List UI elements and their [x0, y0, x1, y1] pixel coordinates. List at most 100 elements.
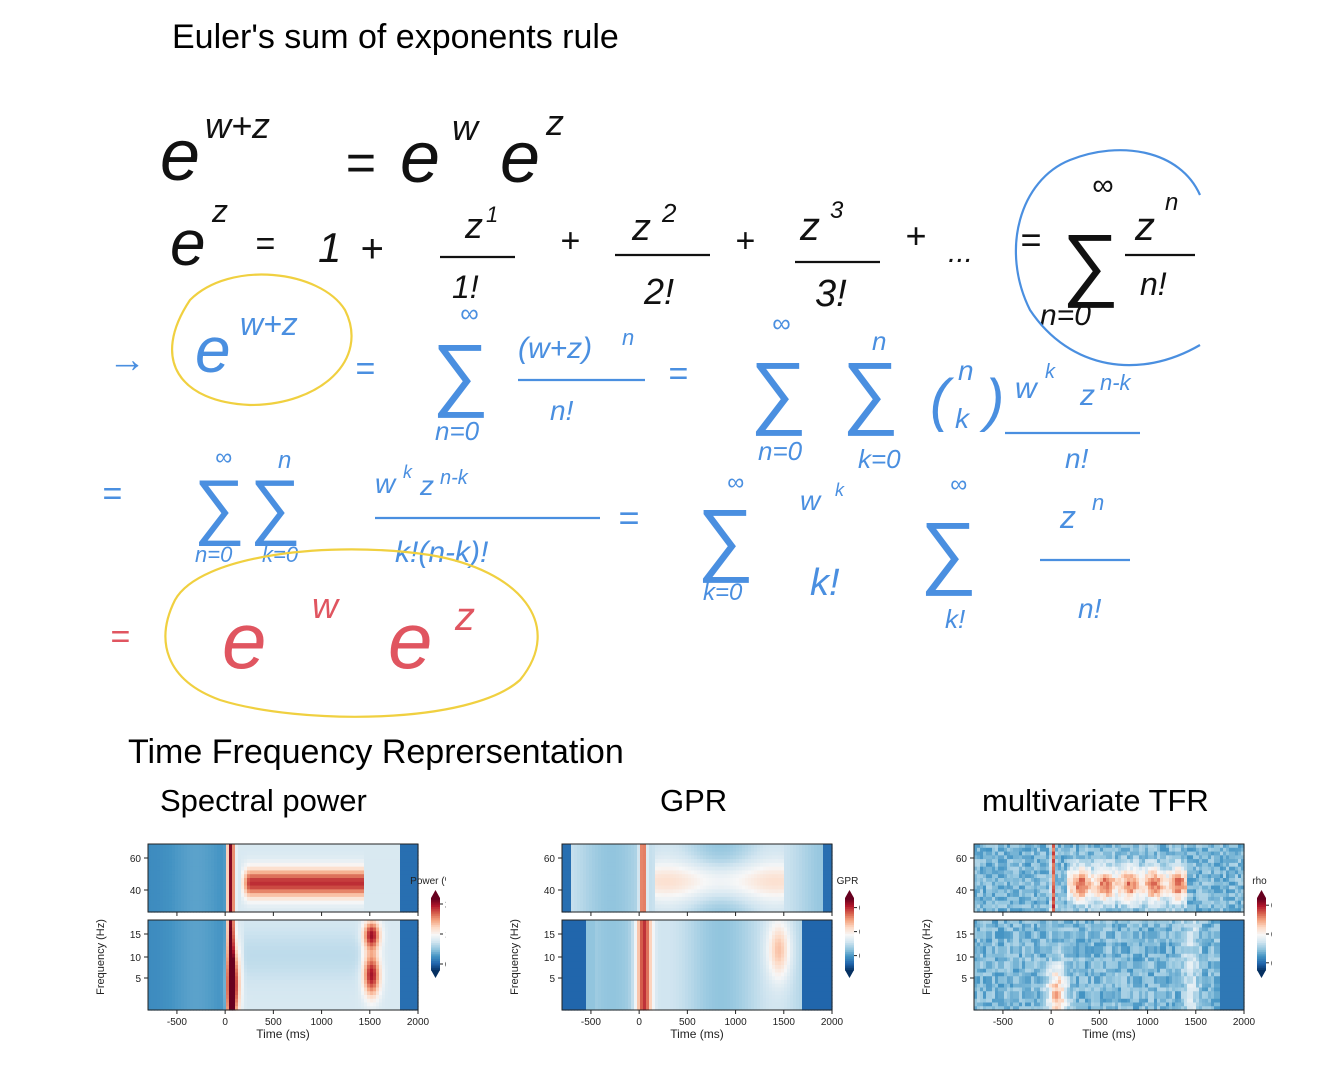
- hw-row3-k0: k=0: [858, 444, 901, 474]
- colorbar: [431, 890, 440, 978]
- hw-row2-plus1: +: [360, 227, 383, 271]
- hw-row2-one: 1: [318, 224, 341, 271]
- hw-row3-nfact: n!: [550, 395, 574, 426]
- hw-row2-plus2: +: [560, 222, 580, 260]
- hw-row4-kfact2: k!: [945, 604, 965, 634]
- hw-row2-n0: n=0: [1040, 299, 1091, 332]
- hw-row4-sigma2: ∑: [248, 466, 299, 546]
- x-tick-label: 0: [636, 1017, 642, 1028]
- x-axis-label: Time (ms): [1082, 1027, 1136, 1041]
- x-tick-label: 500: [1091, 1017, 1108, 1028]
- y-axis-label: Frequency (Hz): [95, 919, 107, 995]
- hw-row5-z: z: [454, 595, 475, 639]
- hw-row3-inf: ∞: [460, 298, 479, 328]
- heatmap-panel-1: 60 40 15 10 5 -500 0 500 1000 1500 2000 Time (ms) Fr…: [509, 843, 860, 1041]
- x-tick-label: -500: [167, 1017, 187, 1028]
- lower-y-tick-label: 10: [544, 953, 556, 964]
- hw-row3-lparen: (: [930, 368, 955, 433]
- page-title: Euler's sum of exponents rule: [172, 18, 619, 56]
- lower-y-tick-label: 10: [130, 953, 142, 964]
- hw-row2-plus3: +: [735, 222, 755, 260]
- x-tick-label: 0: [1048, 1017, 1054, 1028]
- hw-row4-inf3: ∞: [950, 471, 967, 498]
- panel-title-multivariate-tfr: multivariate TFR: [982, 783, 1209, 818]
- hw-row3-n0: n=0: [435, 416, 480, 446]
- x-tick-label: 1500: [1185, 1017, 1208, 1028]
- hw-row3-eq: =: [355, 350, 375, 388]
- hw-row3-binom-n: n: [958, 355, 974, 386]
- colorbar: [1257, 890, 1266, 978]
- x-axis-label: Time (ms): [670, 1027, 724, 1041]
- x-tick-label: 1000: [310, 1017, 333, 1028]
- x-tick-label: 500: [679, 1017, 696, 1028]
- hw-row4-inf2: ∞: [727, 469, 744, 496]
- hw-row2-sigma: ∑: [1060, 218, 1117, 308]
- colorbar-tick-label: 0.50: [859, 927, 860, 937]
- hw-row4-eq2: =: [618, 497, 639, 538]
- hw-row2-z1exp: 1: [486, 202, 498, 227]
- hw-row3-nfact2: n!: [1065, 443, 1089, 474]
- hw-row2-z3exp: 3: [830, 197, 844, 224]
- upper-y-tick-label: 60: [130, 854, 142, 865]
- hw-row4-z: z: [419, 470, 434, 501]
- colorbar-label: Power (%): [410, 876, 446, 887]
- lower-y-tick-label: 15: [130, 930, 142, 941]
- hw-row3-sigma3: ∑: [840, 346, 897, 436]
- hw-row3-exp: w+z: [240, 306, 298, 342]
- x-tick-label: 2000: [407, 1017, 430, 1028]
- hw-row1-exp1: w+z: [205, 105, 270, 146]
- hw-row1-exp2: w: [452, 107, 480, 148]
- hw-row3-n: n: [872, 326, 886, 356]
- colorbar-label: rho: [1252, 876, 1267, 887]
- hw-row3: → e w+z = ∑ ∞ n=0 (w+z) n n! = ∑ ∞ n=0 ∑…: [108, 298, 1132, 474]
- hw-row2-f2: 2!: [643, 271, 674, 312]
- colorbar-tick-label: 0.0: [1271, 958, 1272, 968]
- hw-row1-e1: e: [160, 116, 200, 196]
- hw-row4-znexp: n: [1092, 490, 1104, 515]
- lower-y-tick-label: 5: [961, 974, 967, 985]
- hw-row2-z2exp: 2: [661, 198, 677, 228]
- hw-row1-eq: =: [345, 134, 375, 192]
- x-tick-label: 2000: [1233, 1017, 1256, 1028]
- colorbar-tick-label: 100: [445, 930, 446, 940]
- hw-row2-eq: =: [255, 225, 275, 263]
- y-axis-label: Frequency (Hz): [921, 919, 933, 995]
- hw-row5-e1: e: [222, 596, 267, 685]
- hw-row3-sigma2: ∑: [748, 346, 805, 436]
- hw-row1: e w+z = e w e z: [160, 102, 564, 198]
- colorbar-tick-label: 200: [445, 900, 446, 910]
- y-axis-label: Frequency (Hz): [509, 919, 521, 995]
- hw-row3-e: e: [195, 314, 231, 386]
- colorbar-tick-label: 0.75: [859, 903, 860, 913]
- hw-row3-inf2: ∞: [772, 308, 791, 338]
- hw-row3-wexp: k: [1045, 361, 1056, 383]
- upper-y-tick-label: 40: [130, 886, 142, 897]
- colorbar-label: GPR: [837, 876, 859, 887]
- hw-row2-z1: z: [464, 205, 483, 246]
- colorbar-tick-label: 0: [445, 960, 446, 970]
- lower-y-tick-label: 15: [544, 930, 556, 941]
- panel-title-spectral-power: Spectral power: [160, 783, 367, 818]
- hw-row5-e2: e: [388, 596, 433, 685]
- upper-y-tick-label: 60: [544, 854, 556, 865]
- x-tick-label: 1000: [724, 1017, 747, 1028]
- lower-y-tick-label: 10: [956, 953, 968, 964]
- hw-row4: = ∑ ∑ ∞ n n=0 k=0 w k z n-k k!(n-k)! = ∑…: [102, 444, 1104, 634]
- hw-row2: e z = 1 + z 1 1! + z 2 2! + z 3 3! + ...…: [170, 169, 1178, 332]
- x-axis-label: Time (ms): [256, 1027, 310, 1041]
- upper-y-tick-label: 40: [544, 886, 556, 897]
- hw-row4-zn: z: [1059, 499, 1076, 535]
- colorbar-tick-label: 0.25: [859, 951, 860, 961]
- hw-row4-sigma4: ∑: [918, 506, 975, 596]
- x-tick-label: 0: [222, 1017, 228, 1028]
- x-tick-label: 2000: [821, 1017, 844, 1028]
- hw-row4-n: n: [278, 447, 291, 474]
- hw-row4-nfact: n!: [1078, 593, 1102, 624]
- hw-row2-eq2: =: [1020, 219, 1041, 260]
- hw-row3-wzexp: n: [622, 325, 634, 350]
- hw-row3-n02: n=0: [758, 436, 803, 466]
- hw-row2-zn: z: [1134, 205, 1155, 249]
- hw-row4-inf: ∞: [215, 444, 232, 471]
- hw-row4-kfact: k!: [810, 562, 840, 604]
